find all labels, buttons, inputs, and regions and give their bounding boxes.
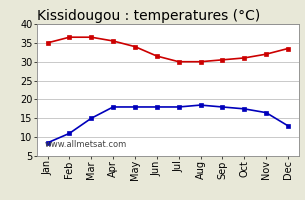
- Text: www.allmetsat.com: www.allmetsat.com: [45, 140, 127, 149]
- Text: Kissidougou : temperatures (°C): Kissidougou : temperatures (°C): [37, 9, 260, 23]
